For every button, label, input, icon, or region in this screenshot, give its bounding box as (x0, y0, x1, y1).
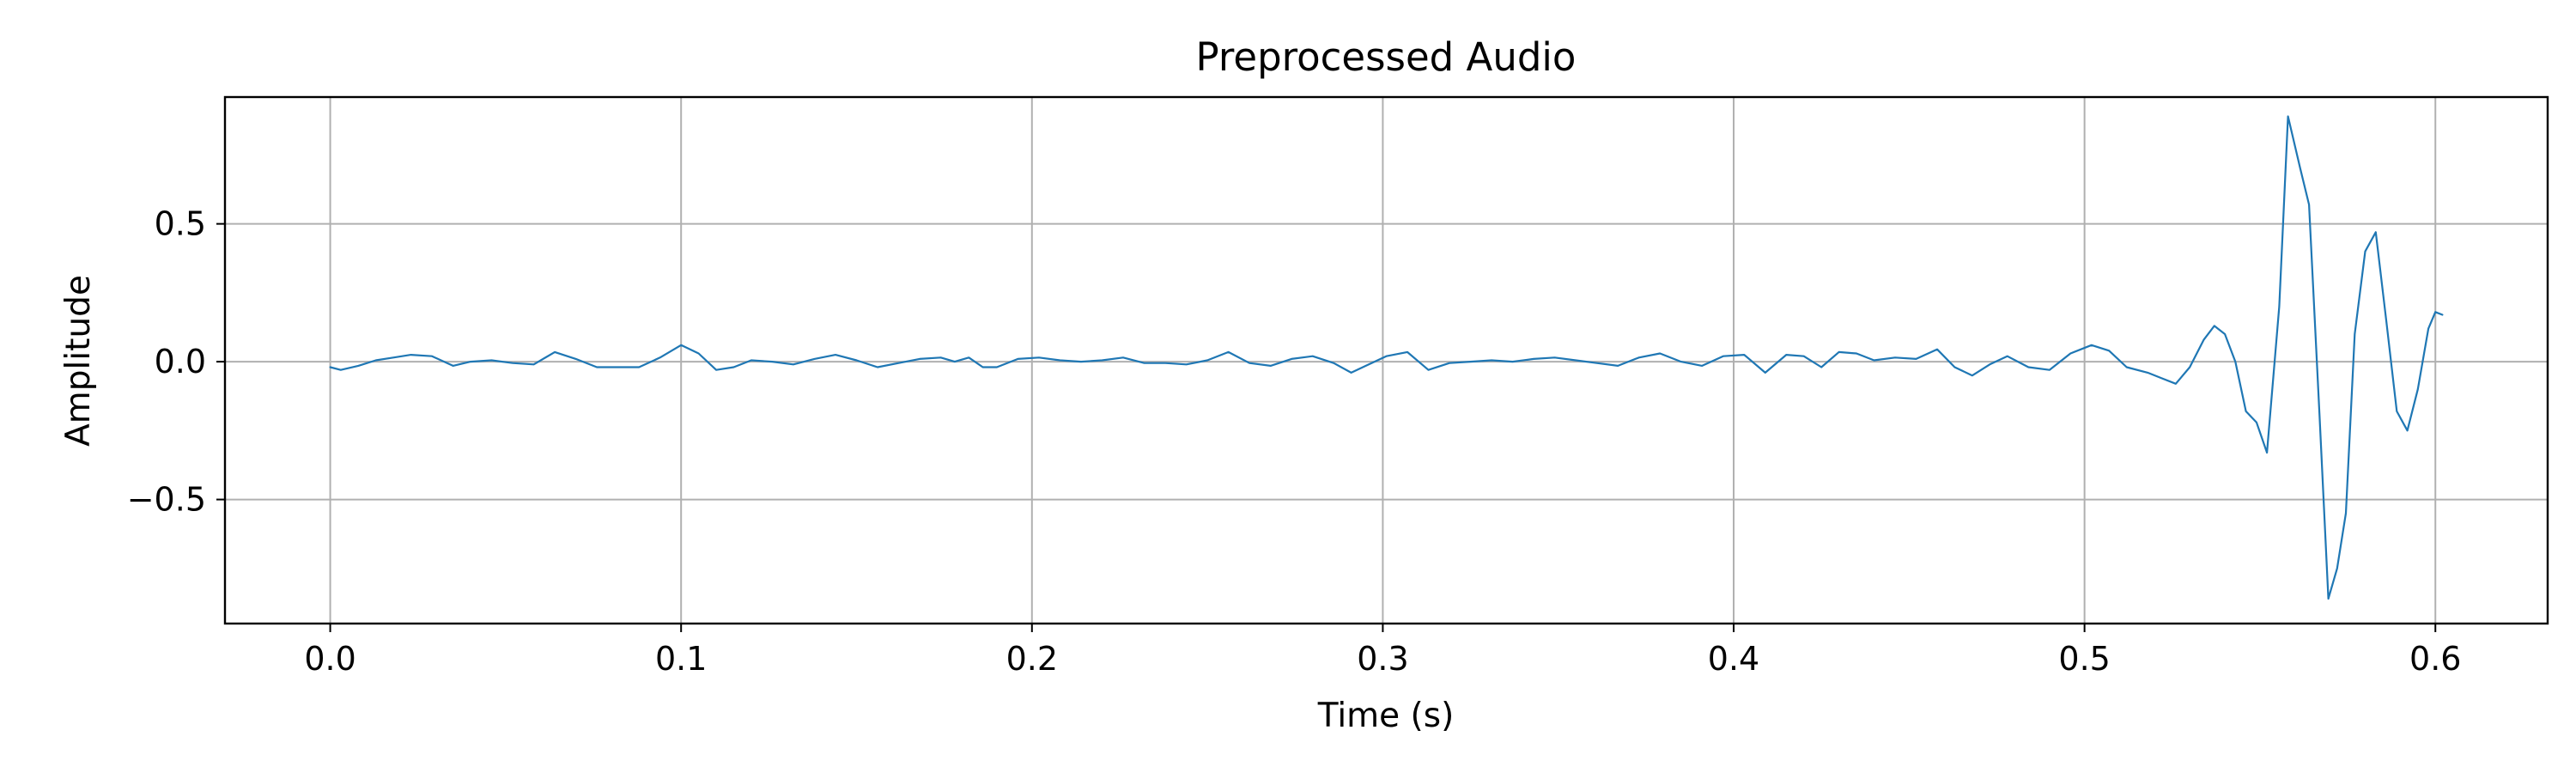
y-tick-label: 0.0 (155, 343, 206, 380)
x-tick-label: 0.6 (2409, 640, 2461, 678)
y-tick-label: −0.5 (127, 481, 206, 519)
x-axis-label: Time (s) (1317, 697, 1455, 735)
x-tick-label: 0.4 (1708, 640, 1759, 678)
axis-ticks: 0.0 0.1 0.2 0.3 0.4 0.5 0.6 −0.5 0.0 0.5 (127, 205, 2462, 678)
x-tick-label: 0.5 (2058, 640, 2110, 678)
chart-title: Preprocessed Audio (1196, 34, 1577, 80)
plot-area-frame (223, 95, 2549, 625)
grid-lines (225, 97, 2548, 624)
y-axis-label: Amplitude (59, 275, 98, 447)
y-tick-label: 0.5 (155, 205, 206, 243)
x-tick-label: 0.3 (1357, 640, 1408, 678)
x-tick-label: 0.1 (655, 640, 707, 678)
waveform-line (329, 115, 2444, 600)
x-tick-label: 0.0 (304, 640, 355, 678)
x-tick-label: 0.2 (1006, 640, 1058, 678)
series-layer (329, 115, 2444, 600)
